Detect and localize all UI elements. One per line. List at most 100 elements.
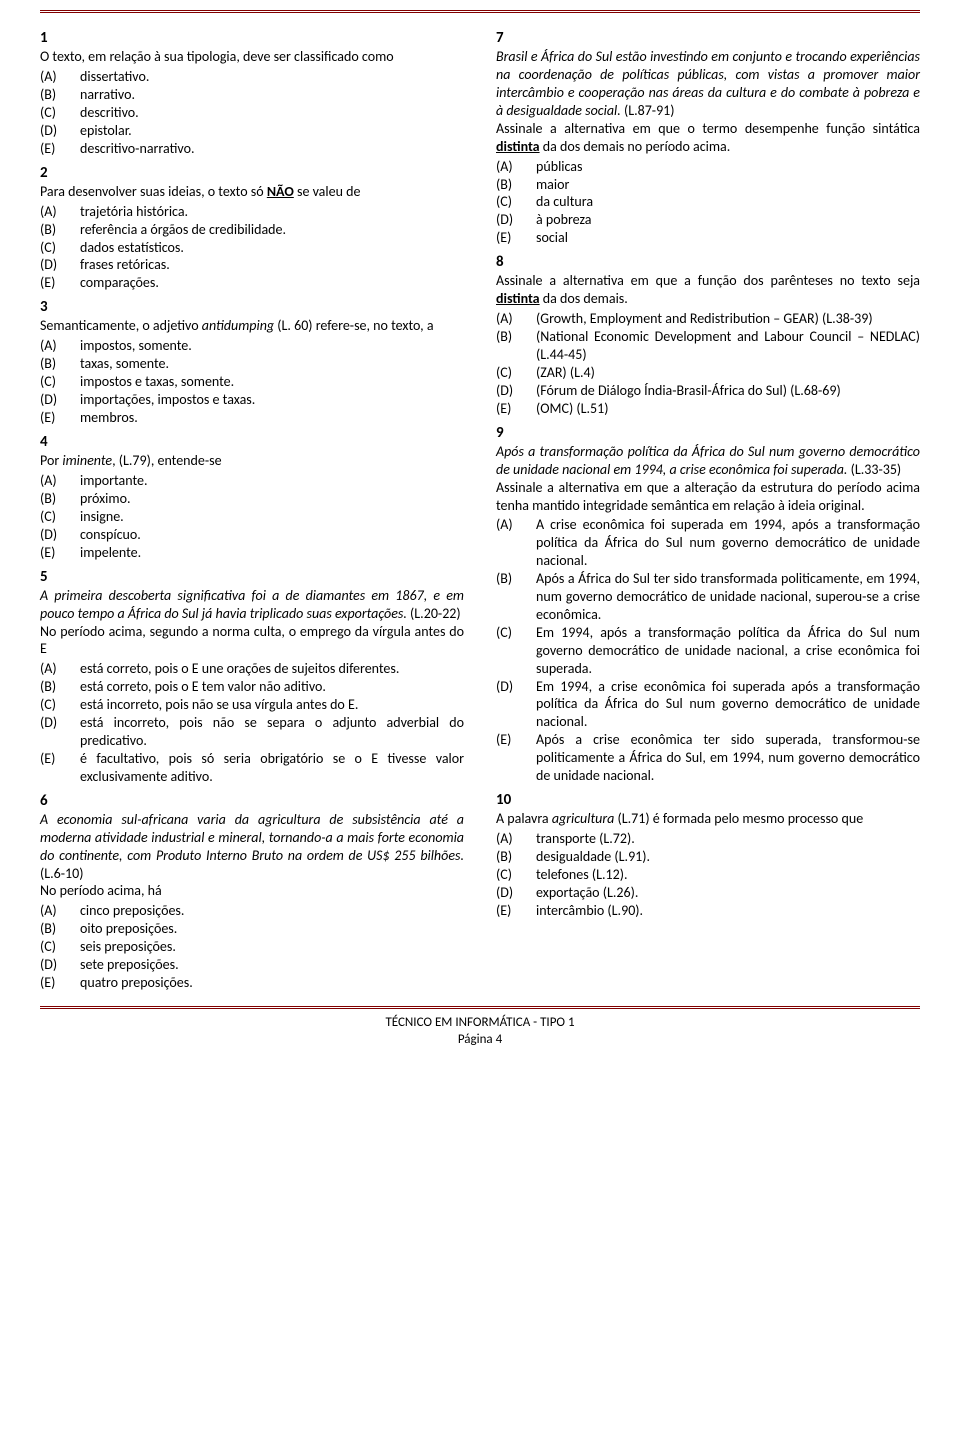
option: (A)transporte (L.72). [496,830,920,848]
option-label: (A) [496,310,536,328]
options: (A)importante.(B)próximo.(C)insigne.(D)c… [40,472,464,562]
question-stem: A palavra agricultura (L.71) é formada p… [496,810,920,828]
option-label: (D) [40,122,80,140]
option-text: impostos, somente. [80,337,464,355]
option-text: transporte (L.72). [536,830,920,848]
question-stem: O texto, em relação à sua tipologia, dev… [40,48,464,66]
footer-page: Página 4 [40,1032,920,1049]
option-label: (C) [40,696,80,714]
option: (A)públicas [496,158,920,176]
option-label: (A) [40,902,80,920]
option-text: é facultativo, pois só seria obrigatório… [80,750,464,786]
option: (D)frases retóricas. [40,256,464,274]
option-text: sete preposições. [80,956,464,974]
option: (C)está incorreto, pois não se usa vírgu… [40,696,464,714]
option: (A)cinco preposições. [40,902,464,920]
options: (A)cinco preposições.(B)oito preposições… [40,902,464,992]
option-text: dissertativo. [80,68,464,86]
option-text: frases retóricas. [80,256,464,274]
option: (E)comparações. [40,274,464,292]
option: (D)sete preposições. [40,956,464,974]
option-text: cinco preposições. [80,902,464,920]
option-text: está incorreto, pois não se separa o adj… [80,714,464,750]
option: (A)trajetória histórica. [40,203,464,221]
options: (A)(Growth, Employment and Redistributio… [496,310,920,417]
option-text: epistolar. [80,122,464,140]
option-text: (Growth, Employment and Redistribution –… [536,310,920,328]
option-text: intercâmbio (L.90). [536,902,920,920]
footer: TÉCNICO EM INFORMÁTICA - TIPO 1 Página 4 [40,1015,920,1049]
option-text: impostos e taxas, somente. [80,373,464,391]
question-3: 3Semanticamente, o adjetivo antidumping … [40,298,464,427]
question-stem: Semanticamente, o adjetivo antidumping (… [40,317,464,335]
option-label: (B) [496,570,536,624]
option: (B)Após a África do Sul ter sido transfo… [496,570,920,624]
option: (B)desigualdade (L.91). [496,848,920,866]
option-label: (A) [40,660,80,678]
option-text: insigne. [80,508,464,526]
question-2: 2Para desenvolver suas ideias, o texto s… [40,164,464,293]
question-number: 4 [40,433,464,452]
option-label: (B) [40,490,80,508]
option-label: (B) [496,848,536,866]
option-label: (C) [496,193,536,211]
question-number: 8 [496,253,920,272]
question-stem: Após a transformação política da África … [496,443,920,479]
question-stem: Para desenvolver suas ideias, o texto só… [40,183,464,201]
question-stem: A primeira descoberta significativa foi … [40,587,464,623]
option-text: trajetória histórica. [80,203,464,221]
option-label: (D) [40,956,80,974]
question-number: 2 [40,164,464,183]
option-text: importante. [80,472,464,490]
question-stem: A economia sul-africana varia da agricul… [40,811,464,883]
option-label: (E) [40,974,80,992]
option-text: conspícuo. [80,526,464,544]
option-label: (E) [496,400,536,418]
option: (E)(OMC) (L.51) [496,400,920,418]
option-text: Após a África do Sul ter sido transforma… [536,570,920,624]
option-label: (A) [40,68,80,86]
top-rule [40,10,920,13]
option-text: da cultura [536,193,920,211]
option-label: (D) [40,714,80,750]
option-text: descritivo. [80,104,464,122]
option-text: (OMC) (L.51) [536,400,920,418]
option-label: (B) [40,920,80,938]
question-stem: Brasil e África do Sul estão investindo … [496,48,920,120]
option: (C)da cultura [496,193,920,211]
question-stem-2: Assinale a alternativa em que a alteraçã… [496,479,920,515]
option: (E)quatro preposições. [40,974,464,992]
option: (E)impelente. [40,544,464,562]
option: (B)oito preposições. [40,920,464,938]
option: (B)(National Economic Development and La… [496,328,920,364]
option: (D)epistolar. [40,122,464,140]
question-9: 9Após a transformação política da África… [496,424,920,785]
option-text: oito preposições. [80,920,464,938]
options: (A)dissertativo.(B)narrativo.(C)descriti… [40,68,464,158]
question-1: 1O texto, em relação à sua tipologia, de… [40,29,464,158]
option: (D)(Fórum de Diálogo Índia-Brasil-África… [496,382,920,400]
option-text: maior [536,176,920,194]
option: (E)descritivo-narrativo. [40,140,464,158]
option-label: (D) [40,391,80,409]
question-stem: Assinale a alternativa em que a função d… [496,272,920,308]
option-label: (C) [40,104,80,122]
option-text: à pobreza [536,211,920,229]
option: (B)narrativo. [40,86,464,104]
footer-title: TÉCNICO EM INFORMÁTICA - TIPO 1 [40,1015,920,1032]
question-number: 1 [40,29,464,48]
option-label: (D) [496,211,536,229]
option-text: está correto, pois o E une orações de su… [80,660,464,678]
option: (C)insigne. [40,508,464,526]
option-label: (C) [496,866,536,884]
option: (A)importante. [40,472,464,490]
option: (C)impostos e taxas, somente. [40,373,464,391]
question-number: 7 [496,29,920,48]
question-stem-2: No período acima, segundo a norma culta,… [40,623,464,659]
option: (B)referência a órgãos de credibilidade. [40,221,464,239]
options: (A)A crise econômica foi superada em 199… [496,516,920,785]
question-number: 5 [40,568,464,587]
options: (A)impostos, somente.(B)taxas, somente.(… [40,337,464,427]
option-label: (C) [40,239,80,257]
option-text: (National Economic Development and Labou… [536,328,920,364]
